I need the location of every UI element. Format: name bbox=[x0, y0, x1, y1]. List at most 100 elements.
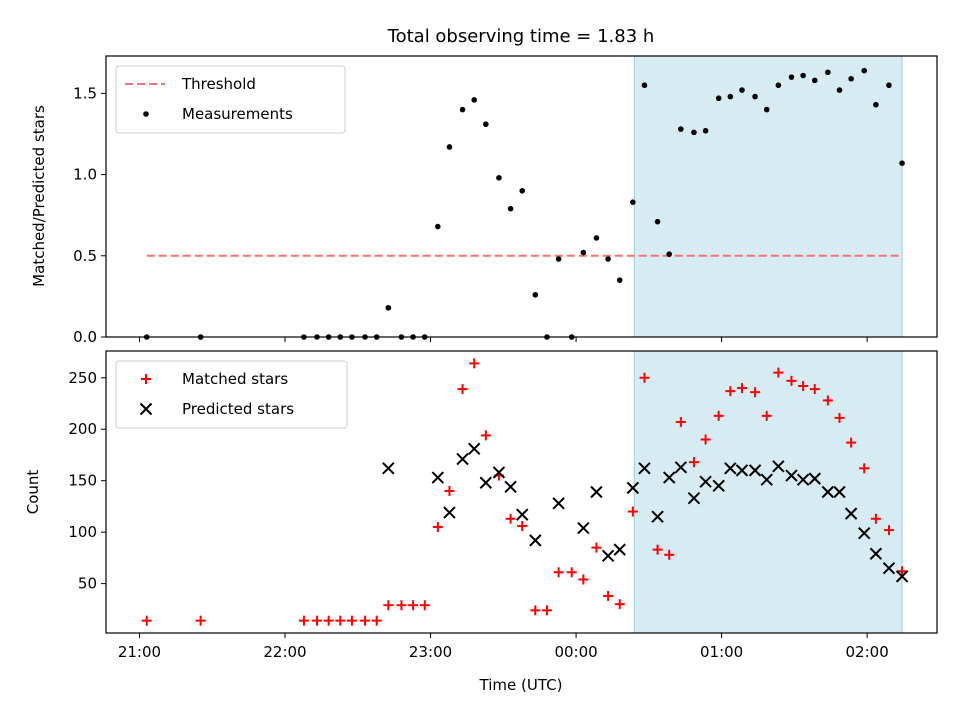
measurement-point bbox=[435, 223, 441, 230]
measurement-point bbox=[630, 199, 636, 205]
matched-star-point bbox=[444, 485, 455, 496]
measurement-point bbox=[702, 127, 709, 134]
matched-star-point bbox=[603, 590, 614, 601]
predicted-star-stroke bbox=[467, 442, 481, 455]
predicted-star-stroke bbox=[760, 473, 773, 486]
measurement-point bbox=[825, 69, 831, 76]
matched-star-point bbox=[750, 387, 761, 398]
legend-measurement-swatch bbox=[143, 111, 149, 117]
matched-star-point bbox=[675, 417, 686, 428]
predicted-star-point bbox=[382, 462, 395, 475]
xtick-label: 02:00 bbox=[846, 643, 889, 661]
matched-star-point bbox=[432, 521, 443, 532]
top-ylabel: Matched/Predicted stars bbox=[30, 105, 48, 287]
measurement-point bbox=[446, 144, 453, 150]
measurement-point bbox=[459, 106, 466, 113]
predicted-star-stroke bbox=[821, 485, 835, 499]
predicted-star-point bbox=[760, 473, 773, 486]
predicted-star-point bbox=[492, 466, 506, 479]
xtick-label: 21:00 bbox=[118, 643, 161, 661]
top-ytick-label: 1.0 bbox=[73, 166, 97, 184]
predicted-star-point bbox=[821, 485, 835, 499]
bottom-legend-box bbox=[115, 360, 348, 429]
predicted-star-point bbox=[808, 472, 821, 485]
legend-label: Measurements bbox=[182, 105, 293, 123]
predicted-star-stroke bbox=[844, 507, 858, 520]
measurement-point bbox=[788, 74, 795, 80]
bottom-ytick-label: 100 bbox=[68, 523, 97, 541]
measurement-point bbox=[580, 249, 587, 256]
measurement-point bbox=[848, 75, 854, 82]
matched-star-point bbox=[639, 372, 650, 383]
measurement-point bbox=[800, 72, 806, 79]
predicted-star-point bbox=[735, 464, 749, 477]
predicted-star-stroke bbox=[895, 570, 909, 583]
matched-star-point bbox=[725, 386, 736, 397]
matched-star-point bbox=[688, 457, 699, 468]
matched-star-point bbox=[652, 544, 663, 555]
top-legend: Threshold Measurements bbox=[115, 65, 346, 134]
predicted-star-point bbox=[748, 464, 762, 477]
predicted-star-point bbox=[456, 452, 469, 466]
predicted-star-stroke bbox=[772, 460, 785, 473]
predicted-star-stroke bbox=[529, 534, 542, 547]
predicted-star-point bbox=[844, 507, 858, 520]
matched-star-point bbox=[614, 599, 625, 610]
predicted-star-stroke bbox=[590, 485, 603, 499]
bottom-ytick-label: 250 bbox=[68, 369, 97, 387]
measurement-point bbox=[532, 291, 539, 298]
predicted-star-stroke bbox=[638, 462, 651, 475]
predicted-star-point bbox=[699, 475, 712, 488]
predicted-star-point bbox=[467, 442, 481, 455]
predicted-star-point bbox=[796, 473, 810, 486]
measurement-point bbox=[654, 218, 661, 225]
predicted-star-stroke bbox=[577, 521, 590, 535]
measurement-point bbox=[763, 106, 770, 113]
predicted-star-point bbox=[882, 561, 896, 575]
matched-star-point bbox=[798, 380, 809, 391]
top-shaded-region bbox=[633, 55, 903, 338]
predicted-star-point bbox=[552, 497, 565, 510]
matched-star-point bbox=[822, 395, 833, 406]
predicted-star-stroke bbox=[443, 506, 456, 519]
measurement-point bbox=[678, 126, 684, 132]
matched-star-point bbox=[383, 600, 394, 611]
predicted-star-stroke bbox=[516, 508, 529, 521]
predicted-star-stroke bbox=[748, 464, 762, 477]
predicted-star-point bbox=[712, 479, 725, 493]
predicted-star-stroke bbox=[687, 491, 701, 505]
matched-star-point bbox=[396, 600, 407, 611]
matched-star-point bbox=[859, 463, 870, 474]
predicted-star-point bbox=[613, 543, 626, 556]
matched-star-point bbox=[578, 574, 589, 585]
top-title: Total observing time = 1.83 h bbox=[387, 26, 655, 47]
measurement-point bbox=[861, 67, 868, 74]
xtick-label: 00:00 bbox=[554, 643, 597, 661]
matched-star-point bbox=[480, 430, 491, 441]
matched-star-point bbox=[371, 615, 382, 626]
matched-star-point bbox=[335, 615, 346, 626]
top-ytick-label: 0.5 bbox=[73, 247, 97, 265]
matched-star-point bbox=[553, 567, 564, 578]
predicted-star-stroke bbox=[492, 466, 506, 479]
matched-star-point bbox=[566, 567, 577, 578]
bottom-shaded-region bbox=[633, 350, 903, 634]
predicted-star-stroke bbox=[796, 473, 810, 486]
top-ytick-label: 1.5 bbox=[73, 84, 97, 102]
predicted-star-point bbox=[785, 469, 798, 482]
predicted-star-stroke bbox=[724, 462, 737, 475]
predicted-star-point bbox=[638, 462, 651, 475]
matched-star-point bbox=[761, 410, 772, 421]
matched-star-point bbox=[773, 367, 784, 378]
measurement-point bbox=[715, 95, 722, 102]
bottom-panel: Count Time (UTC) 50 100 150 200 250 21:00 22:0… bbox=[24, 350, 938, 694]
predicted-star-stroke bbox=[735, 464, 749, 477]
top-panel: Total observing time = 1.83 h Matched/Pr… bbox=[30, 26, 938, 346]
matched-star-point bbox=[846, 437, 857, 448]
matched-star-point bbox=[786, 375, 797, 386]
measurement-point bbox=[641, 82, 648, 89]
matched-star-point bbox=[541, 605, 552, 616]
predicted-star-stroke bbox=[869, 547, 883, 560]
measurement-point bbox=[811, 77, 818, 84]
